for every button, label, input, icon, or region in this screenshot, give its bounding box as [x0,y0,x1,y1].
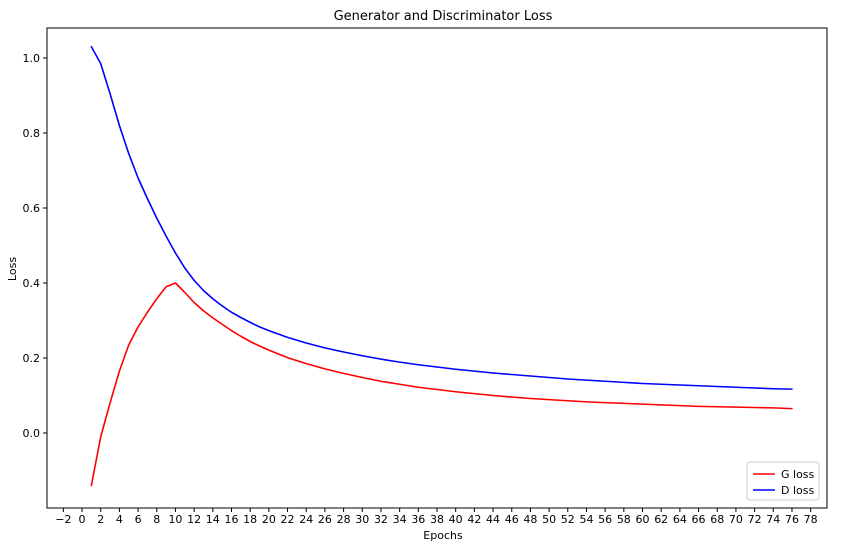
x-tick-label: 40 [449,513,463,526]
y-tick-label: 0.0 [23,427,41,440]
x-tick-label: 12 [187,513,201,526]
chart-title: Generator and Discriminator Loss [334,9,553,24]
x-tick-label: 34 [393,513,407,526]
x-tick-label: 28 [337,513,351,526]
x-tick-label: 46 [505,513,519,526]
x-tick-label: 50 [542,513,556,526]
x-tick-label: 66 [692,513,706,526]
x-tick-label: 78 [804,513,818,526]
x-tick-label: 2 [97,513,104,526]
x-tick-label: 42 [467,513,481,526]
series-line-g-loss [90,282,793,487]
x-tick-label: 24 [299,513,313,526]
y-tick-label: 0.2 [23,352,41,365]
y-axis: 0.0 0.2 0.4 0.6 0.8 1.0 [23,52,47,440]
x-tick-label: 4 [116,513,123,526]
y-tick-label: 0.4 [23,277,41,290]
series-layer [90,45,793,487]
x-tick-label: 60 [636,513,650,526]
plot-frame [46,27,828,509]
x-tick-label: 44 [486,513,500,526]
x-tick-label: 10 [168,513,182,526]
x-tick-label: 20 [262,513,276,526]
x-tick-label: 36 [411,513,425,526]
x-axis-title: Epochs [423,529,463,542]
x-tick-label: 70 [729,513,743,526]
x-tick-label: 68 [710,513,724,526]
x-tick-label: 56 [598,513,612,526]
y-tick-label: 0.6 [23,202,41,215]
x-tick-label: 16 [224,513,238,526]
x-tick-label: 14 [206,513,220,526]
legend: G loss D loss [746,461,820,501]
legend-label: G loss [781,468,815,481]
x-tick-label: 74 [766,513,780,526]
x-tick-label: 0 [79,513,86,526]
legend-label: D loss [781,484,814,497]
x-tick-label: 26 [318,513,332,526]
x-tick-label: 48 [523,513,537,526]
x-tick-label: 54 [579,513,593,526]
series-line-d-loss [90,45,793,390]
x-tick-label: 64 [673,513,687,526]
x-tick-label: 38 [430,513,444,526]
x-tick-label: 32 [374,513,388,526]
y-axis-title: Loss [6,257,19,281]
x-tick-label: 6 [135,513,142,526]
x-tick-label: 72 [748,513,762,526]
x-tick-label: 52 [561,513,575,526]
x-tick-label: 76 [785,513,799,526]
x-tick-label: 58 [617,513,631,526]
x-tick-label: 18 [243,513,257,526]
y-tick-label: 0.8 [23,127,41,140]
x-tick-label: 8 [153,513,160,526]
y-tick-label: 1.0 [23,52,41,65]
x-tick-label: 62 [654,513,668,526]
x-tick-label: 30 [355,513,369,526]
x-tick-label: −2 [55,513,71,526]
x-axis: −2 0 2 4 6 8 10 12 14 16 18 20 22 24 26 28 30 32 34 36 38 40 4… [55,508,818,526]
x-tick-label: 22 [281,513,295,526]
